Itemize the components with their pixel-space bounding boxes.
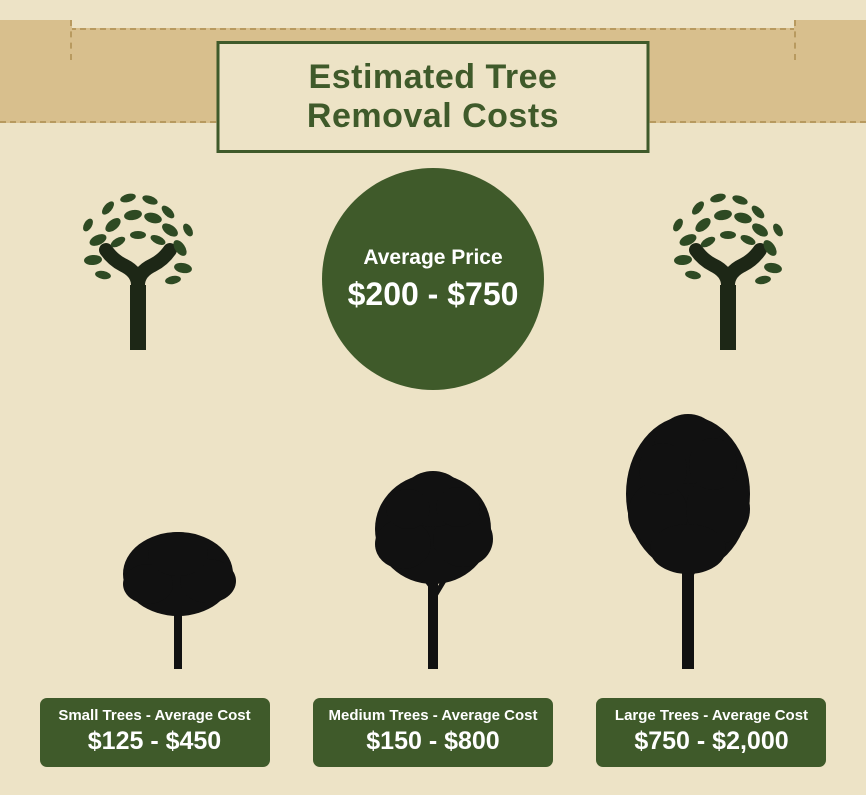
- large-label: Large Trees - Average Cost: [612, 707, 810, 724]
- cost-row: Small Trees - Average Cost $125 - $450 M…: [0, 698, 866, 767]
- average-price-circle: Average Price $200 - $750: [322, 168, 544, 390]
- large-value: $750 - $2,000: [612, 727, 810, 756]
- small-value: $125 - $450: [56, 727, 254, 756]
- decorative-tree-icon: [648, 180, 808, 350]
- average-price-label: Average Price: [363, 246, 502, 270]
- medium-value: $150 - $800: [329, 727, 538, 756]
- large-tree-icon: [598, 404, 778, 669]
- cost-box-large: Large Trees - Average Cost $750 - $2,000: [596, 698, 826, 767]
- medium-label: Medium Trees - Average Cost: [329, 707, 538, 724]
- decorative-tree-icon: [58, 180, 218, 350]
- small-label: Small Trees - Average Cost: [56, 707, 254, 724]
- small-tree-icon: [98, 519, 258, 669]
- title-box: Estimated Tree Removal Costs: [217, 41, 650, 153]
- medium-tree-icon: [348, 459, 518, 669]
- average-price-value: $200 - $750: [348, 276, 519, 313]
- tree-silhouettes: [0, 409, 866, 669]
- cost-box-medium: Medium Trees - Average Cost $150 - $800: [313, 698, 554, 767]
- page-title: Estimated Tree Removal Costs: [272, 58, 595, 136]
- cost-box-small: Small Trees - Average Cost $125 - $450: [40, 698, 270, 767]
